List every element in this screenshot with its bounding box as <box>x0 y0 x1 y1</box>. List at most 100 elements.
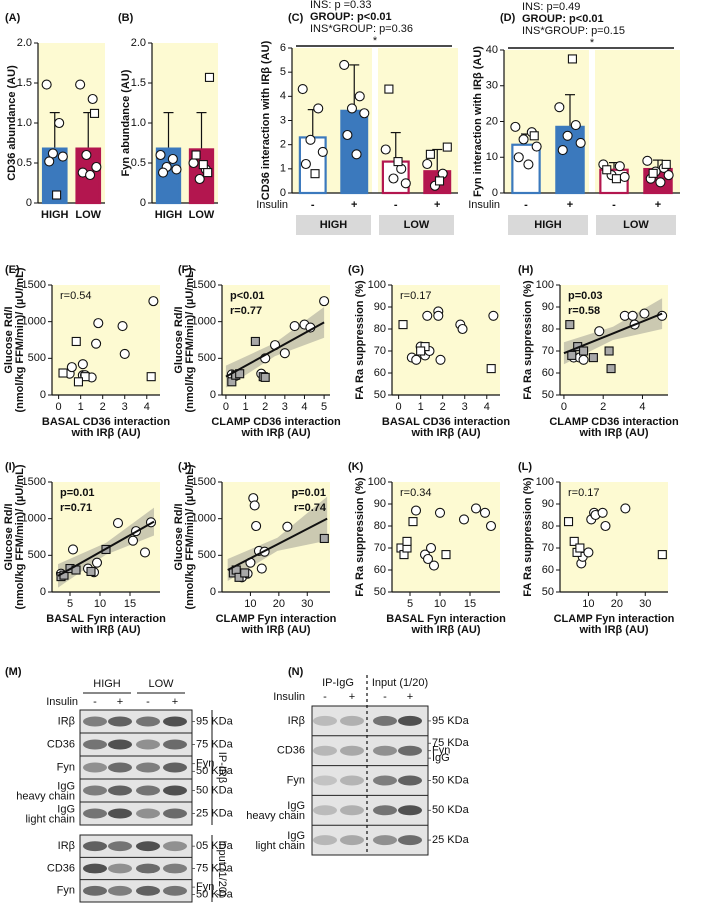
data-point <box>188 157 199 169</box>
panel-label: (L) <box>518 461 532 473</box>
blot-band <box>163 885 187 896</box>
data-point <box>422 553 434 565</box>
data-point <box>531 141 542 152</box>
blot-band <box>398 805 422 816</box>
panel-label: (I) <box>5 461 16 473</box>
x-tick-label: 1 <box>243 401 249 413</box>
x-tick-label: 0 <box>561 401 567 413</box>
data-point <box>606 364 616 374</box>
y-tick-label: 100 <box>368 476 386 488</box>
data-point <box>428 560 440 571</box>
data-point <box>203 168 213 178</box>
y-axis-label: Glucose Rd/I <box>173 503 185 570</box>
data-point <box>410 505 422 516</box>
y-tick-label: 60 <box>374 564 386 576</box>
size-marker: 50 KDa <box>432 804 470 816</box>
y-tick-label: 80 <box>374 323 386 335</box>
x-tick-label: 1 <box>418 401 424 413</box>
x-tick-label: HIGH <box>155 209 183 221</box>
data-point <box>67 544 79 555</box>
blot-row-label: IRβ <box>288 715 305 727</box>
data-point <box>279 348 290 359</box>
y-axis-label: (nmol/kg FFM/min)/ (µU/mL) <box>14 464 26 609</box>
x-axis-label: CLAMP Fyn interaction <box>554 613 675 625</box>
size-marker: Fyn <box>432 745 450 757</box>
x-tick-label: 5 <box>321 401 327 413</box>
significance-mark: * <box>590 37 595 49</box>
lane-label: - <box>323 691 327 703</box>
blot-group-label: Input (1/20) <box>372 677 428 689</box>
blot-band <box>83 785 107 796</box>
y-tick-label: 90 <box>542 301 554 313</box>
group-box <box>508 215 588 235</box>
y-axis-label: Fyn interaction with IRβ (AU) <box>472 46 484 197</box>
group-label: HIGH <box>320 219 348 231</box>
blot-band <box>83 863 107 874</box>
data-point <box>485 520 497 532</box>
y-tick-label: 70 <box>374 542 386 554</box>
data-point <box>251 520 262 532</box>
blot-band <box>136 716 160 727</box>
data-point <box>422 310 433 321</box>
blot-band <box>136 863 160 874</box>
blot-band <box>83 841 107 852</box>
x-tick-label: 0 <box>223 401 229 413</box>
blot-band <box>163 863 187 874</box>
x-tick-label: 3 <box>462 401 468 413</box>
y-axis-label: (nmol/kg FFM/min)/ (µU/mL) <box>184 464 196 609</box>
data-point <box>240 568 250 578</box>
data-point <box>619 171 630 182</box>
blot-band <box>373 775 397 786</box>
data-point <box>313 103 324 114</box>
data-point <box>75 79 86 90</box>
group-box <box>596 215 676 235</box>
group-label: LOW <box>623 219 649 231</box>
y-tick-label: 30 <box>486 80 498 92</box>
x-tick-label: 4 <box>144 401 150 413</box>
data-point <box>250 336 260 347</box>
y-tick-label: 50 <box>374 586 386 598</box>
data-point <box>620 503 631 514</box>
x-tick-label: 2 <box>262 401 268 413</box>
data-point <box>91 557 103 568</box>
y-tick-label: 1.5 <box>131 77 146 89</box>
blot-row-label: IgG <box>287 800 305 812</box>
data-point <box>71 336 81 347</box>
data-point <box>435 354 446 365</box>
y-tick-label: 100 <box>368 279 386 291</box>
data-point <box>91 338 102 349</box>
data-point <box>479 507 491 518</box>
data-point <box>194 173 205 185</box>
data-point <box>52 190 62 200</box>
data-point <box>289 321 300 332</box>
x-tick-label: - <box>394 199 398 211</box>
y-tick-label: 50 <box>374 389 386 401</box>
x-tick-label: + <box>351 199 357 211</box>
stats-text: r=0.17 <box>400 290 432 302</box>
data-point <box>249 500 260 511</box>
data-point <box>319 533 329 544</box>
blot-band <box>163 785 187 796</box>
y-tick-label: 0.5 <box>131 157 146 169</box>
data-point <box>256 563 267 574</box>
blot-band <box>108 885 132 896</box>
blot-band <box>83 716 107 727</box>
group-label: HIGH <box>534 219 562 231</box>
blot-row-label: IRβ <box>58 840 75 852</box>
blot-band <box>340 835 364 846</box>
stats-text: r=0.58 <box>568 305 600 317</box>
data-point <box>86 566 96 577</box>
blot-band <box>398 775 422 786</box>
insulin-label: Insulin <box>256 199 288 211</box>
y-tick-label: 3 <box>280 114 286 126</box>
y-tick-label: 1 <box>280 163 286 175</box>
data-point <box>510 121 521 132</box>
blot-band <box>163 716 187 727</box>
y-tick-label: 500 <box>198 549 216 561</box>
panel-label: (J) <box>178 461 192 473</box>
x-tick-label: 10 <box>244 598 256 610</box>
data-point <box>458 514 470 525</box>
size-marker: 05 KDa <box>196 840 234 852</box>
x-tick-label: + <box>655 199 661 211</box>
significance-mark: * <box>373 35 378 47</box>
